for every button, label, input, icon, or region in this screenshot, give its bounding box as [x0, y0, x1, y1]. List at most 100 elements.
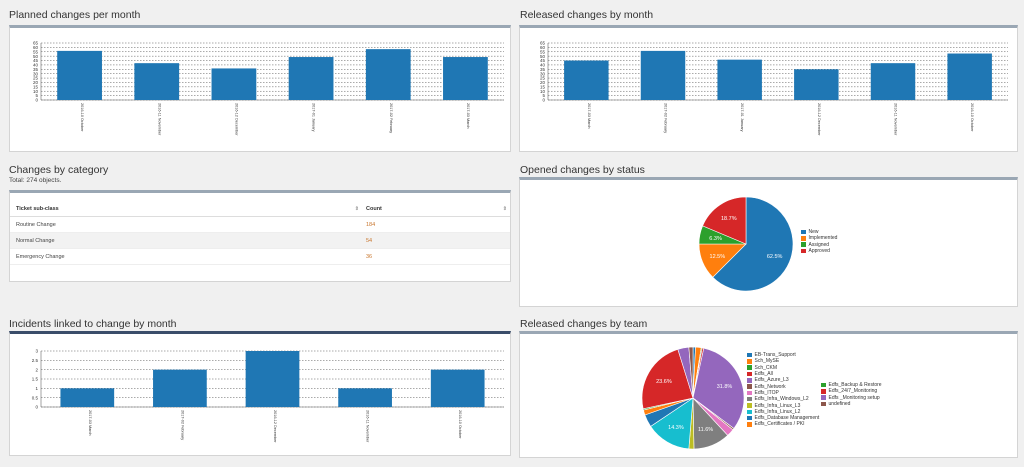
pie-slice[interactable] [688, 346, 694, 399]
bar[interactable] [794, 69, 839, 100]
legend-label: Sch_MySE [754, 358, 780, 365]
y-tick-label: 15 [540, 84, 546, 89]
legend-label: Edfs_All [754, 371, 773, 378]
team-pie-chart: 31.8% 11.6% 14.3% 23.6% [641, 346, 745, 450]
sort-icon[interactable]: ⇕ [354, 205, 359, 212]
y-tick-label: 10 [540, 89, 546, 94]
bar[interactable] [134, 63, 180, 100]
legend-label: Edfs_ITOP [754, 389, 779, 396]
x-tick-label: 2016-10 October [80, 103, 84, 132]
legend-label: Edfs_24/7_Monitoring [828, 388, 878, 395]
legend-label: Edfs_Infra_Linux_L2 [754, 408, 801, 415]
y-tick-label: 30 [540, 71, 546, 76]
incidents-linked-title: Incidents linked to change by month [9, 318, 177, 330]
opened-changes-panel: 62.5% 12.5% 6.3% 18.7% New Implemented Assign… [519, 177, 1018, 307]
bar[interactable] [60, 388, 115, 407]
legend-item: Sch_CKM [747, 365, 819, 371]
y-tick-label: 50 [33, 54, 39, 59]
x-tick-label: 2017-03 March [466, 103, 470, 129]
bar[interactable] [564, 60, 609, 100]
opened-changes-title: Opened changes by status [520, 164, 645, 176]
legend-item: Edfs_Azure_L3 [747, 377, 819, 383]
legend-swatch [747, 371, 752, 377]
legend-label: Edfs_Network [754, 383, 786, 390]
legend-item: Edfs_Backup & Restore [821, 382, 882, 388]
y-tick-label: 0.5 [32, 395, 39, 400]
bar[interactable] [338, 388, 392, 407]
table-row: Normal Change 54 [10, 233, 510, 249]
legend-swatch [821, 401, 826, 407]
row-label: Routine Change [16, 221, 56, 228]
y-tick-label: 20 [33, 80, 39, 85]
legend-label: Edfs_Infra_Windows_L2 [754, 396, 809, 403]
changes-by-category-title: Changes by category [9, 164, 109, 176]
bar[interactable] [430, 369, 485, 407]
legend-swatch [801, 242, 806, 247]
bar[interactable] [947, 53, 992, 100]
legend-label: Edfs _Monitoring setup [828, 394, 880, 401]
bar[interactable] [57, 50, 102, 100]
pie-slice[interactable] [692, 347, 745, 429]
legend-item: Edfs_Database Management [747, 415, 819, 421]
x-tick-label: 2017-03 March [587, 103, 591, 129]
x-tick-label: 2016-11 November [366, 410, 370, 443]
released-by-team-panel: 31.8% 11.6% 14.3% 23.6% EB-Trans_Support Sch… [519, 331, 1018, 458]
pie-slice[interactable] [702, 196, 747, 245]
table-row: Emergency Change 36 [10, 249, 510, 265]
y-tick-label: 35 [540, 67, 546, 72]
y-tick-label: 10 [33, 89, 39, 94]
pie-slice[interactable] [641, 348, 694, 410]
row-count-link[interactable]: 54 [366, 237, 373, 244]
bar[interactable] [288, 57, 334, 100]
x-tick-label: 2016-12 December [817, 103, 821, 136]
row-count-link[interactable]: 36 [366, 253, 373, 260]
incidents-chart: 0 0.5 1 1.5 2 2.5 3 2017-03 March 2017-02 Februa… [32, 349, 504, 443]
bar[interactable] [245, 351, 300, 407]
legend-label: Edfs_Azure_L3 [754, 377, 789, 384]
y-tick-label: 1.5 [32, 377, 39, 382]
slice-label: 23.6% [656, 379, 672, 385]
bar[interactable] [870, 63, 916, 100]
bar[interactable] [640, 50, 686, 100]
released-by-team-title: Released changes by team [520, 318, 648, 330]
bar[interactable] [365, 49, 411, 100]
column-header-subclass[interactable]: Ticket sub-class ⇕ [16, 205, 359, 212]
legend-swatch [747, 352, 752, 358]
legend-label: Sch_CKM [754, 364, 778, 371]
pie-slice[interactable] [712, 196, 794, 292]
y-tick-label: 0 [35, 405, 38, 410]
sort-icon[interactable]: ⇕ [502, 205, 507, 212]
y-tick-label: 40 [33, 63, 39, 68]
row-label: Normal Change [16, 237, 55, 244]
y-tick-label: 20 [540, 80, 546, 85]
y-tick-label: 50 [540, 54, 546, 59]
x-tick-label: 2016-11 November [894, 103, 898, 136]
legend-label: Edfs_Backup & Restore [828, 382, 882, 389]
legend-item: undefined [821, 401, 882, 407]
y-tick-label: 0 [35, 98, 38, 103]
table-header: Ticket sub-class ⇕ Count ⇕ [10, 201, 510, 217]
x-tick-label: 2017-01 January [312, 103, 316, 132]
bar[interactable] [211, 68, 257, 100]
column-header-count[interactable]: Count ⇕ [366, 205, 507, 212]
legend-item: Edfs_24/7_Monitoring [821, 388, 882, 394]
row-label: Emergency Change [16, 253, 65, 260]
category-table: Ticket sub-class ⇕ Count ⇕ Routine Change … [10, 201, 510, 265]
legend-item: Edfs_Network [747, 383, 819, 390]
legend-label: Edfs_Infra_Linux_L3 [754, 402, 801, 409]
y-tick-label: 45 [540, 58, 546, 63]
legend-label: undefined [828, 401, 851, 408]
y-tick-label: 45 [33, 58, 39, 63]
y-tick-label: 0 [542, 98, 545, 103]
x-tick-label: 2016-11 November [157, 103, 161, 136]
bar[interactable] [443, 57, 488, 100]
legend-label: Implemented [808, 235, 838, 242]
slice-label: 62.5% [767, 254, 783, 260]
legend-swatch [747, 415, 752, 421]
bar[interactable] [153, 369, 207, 407]
legend-swatch [747, 384, 752, 389]
legend-label: EB-Trans_Support [754, 352, 796, 359]
row-count-link[interactable]: 184 [366, 221, 376, 228]
bar[interactable] [717, 59, 762, 100]
y-tick-label: 5 [542, 93, 545, 98]
